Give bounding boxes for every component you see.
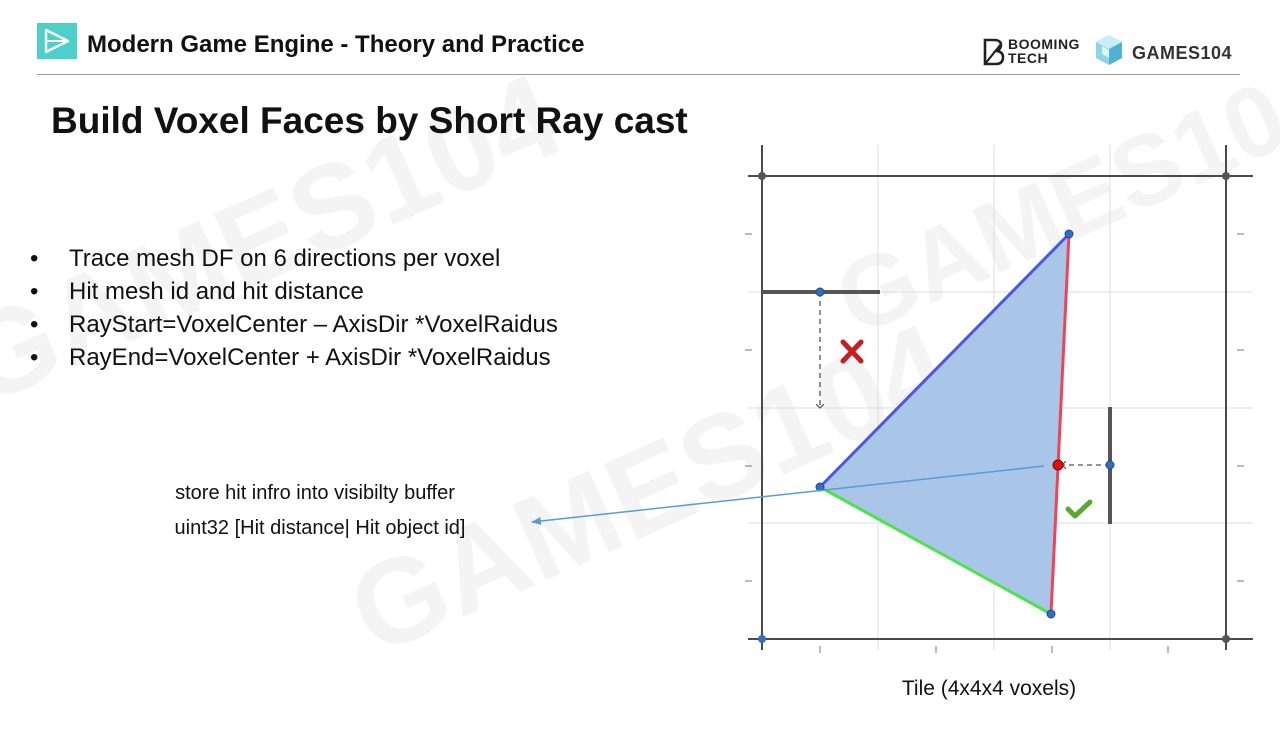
tick-marks [745,233,1244,653]
bullet-text: RayStart=VoxelCenter – AxisDir *VoxelRai… [69,311,558,338]
triangle-vertex [1064,229,1074,239]
hit-ray-origin [1105,460,1115,470]
check-icon [1065,499,1093,519]
triangle-vertex [1046,609,1056,619]
bullet-text: Hit mesh id and hit distance [69,278,364,305]
booming-word: BOOMING [1008,36,1080,52]
uint32-layout-note: uint32 [Hit distance| Hit object id] [174,517,466,539]
mesh-triangle [820,234,1069,614]
games104-logo: GAMES104 [1094,34,1244,68]
annotation-arrow [531,465,1045,525]
booming-mark-icon [983,38,1005,66]
booming-wordmark: BOOMING TECH [1008,37,1080,65]
visibility-buffer-note: store hit infro into visibilty buffer [175,482,455,504]
bullet-item: • RayEnd=VoxelCenter + AxisDir *VoxelRaid… [30,341,558,374]
bullet-item: • Hit mesh id and hit distance [30,275,558,308]
tech-word: TECH [1008,50,1049,66]
bullet-dot: • [30,278,39,305]
header-divider [37,74,1240,75]
bullet-text: Trace mesh DF on 6 directions per voxel [69,245,501,272]
triangle-edge-blue [818,232,1071,489]
bullet-dot: • [30,311,39,338]
tile-corner-origin [758,635,766,643]
miss-ray-origin [815,287,825,297]
cube-icon [1096,35,1122,65]
bullet-dot: • [30,344,39,371]
bullet-list: • Trace mesh DF on 6 directions per voxel… [30,242,558,374]
tile-corner [1222,635,1230,643]
tile-corner [758,172,766,180]
slide-title: Build Voxel Faces by Short Ray cast [51,100,688,141]
tile-corner [1222,172,1230,180]
triangle-edge-red [1049,233,1071,615]
tile-border [748,145,1253,650]
bullet-dot: • [30,245,39,272]
bullet-item: • Trace mesh DF on 6 directions per voxel [30,242,558,275]
bullet-text: RayEnd=VoxelCenter + AxisDir *VoxelRaidu… [69,344,551,371]
games104-wordmark: GAMES104 [1132,43,1233,63]
play-triangle-icon [37,23,77,59]
tile-caption: Tile (4x4x4 voxels) [901,677,1077,700]
slide-header: Modern Game Engine - Theory and Practice… [0,0,1280,76]
course-title: Modern Game Engine - Theory and Practice [87,31,585,58]
cross-icon [840,339,864,364]
bullet-item: • RayStart=VoxelCenter – AxisDir *VoxelRa… [30,308,558,341]
booming-tech-logo: BOOMING TECH [982,36,1086,68]
triangle-edge-green [819,485,1052,616]
hit-point [1052,459,1064,471]
